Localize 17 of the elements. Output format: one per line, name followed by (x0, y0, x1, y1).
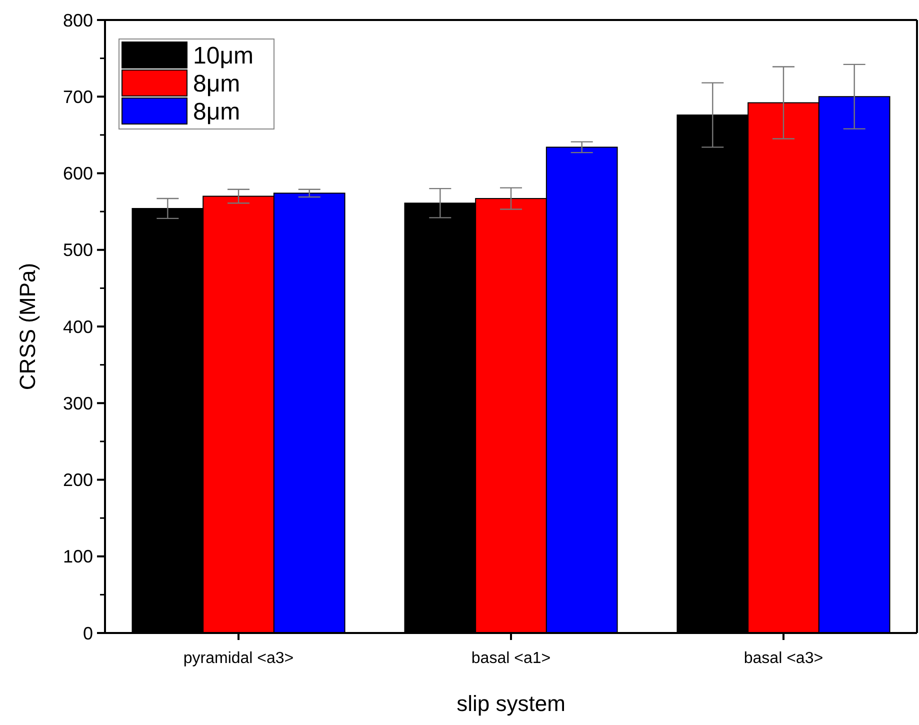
x-tick-label: basal <a3> (744, 650, 824, 667)
y-tick-label: 200 (62, 470, 93, 490)
y-tick-label: 800 (62, 10, 93, 30)
y-tick-label: 400 (62, 316, 93, 337)
x-tick-label: pyramidal <a3> (183, 650, 294, 667)
y-tick-label: 500 (62, 240, 93, 260)
y-tick-label: 300 (62, 393, 93, 414)
y-tick-label: 100 (62, 546, 93, 567)
y-tick-label: 0 (82, 623, 93, 644)
y-axis-title: CRSS (MPa) (15, 262, 40, 390)
y-tick-label: 600 (62, 164, 93, 184)
x-axis-title: slip system (456, 691, 566, 716)
legend-label: 8μm (193, 98, 240, 126)
legend-label: 10μm (193, 42, 254, 70)
y-tick-label: 700 (62, 86, 93, 107)
x-tick-label: basal <a1> (471, 650, 551, 667)
legend-label: 8μm (193, 70, 240, 98)
